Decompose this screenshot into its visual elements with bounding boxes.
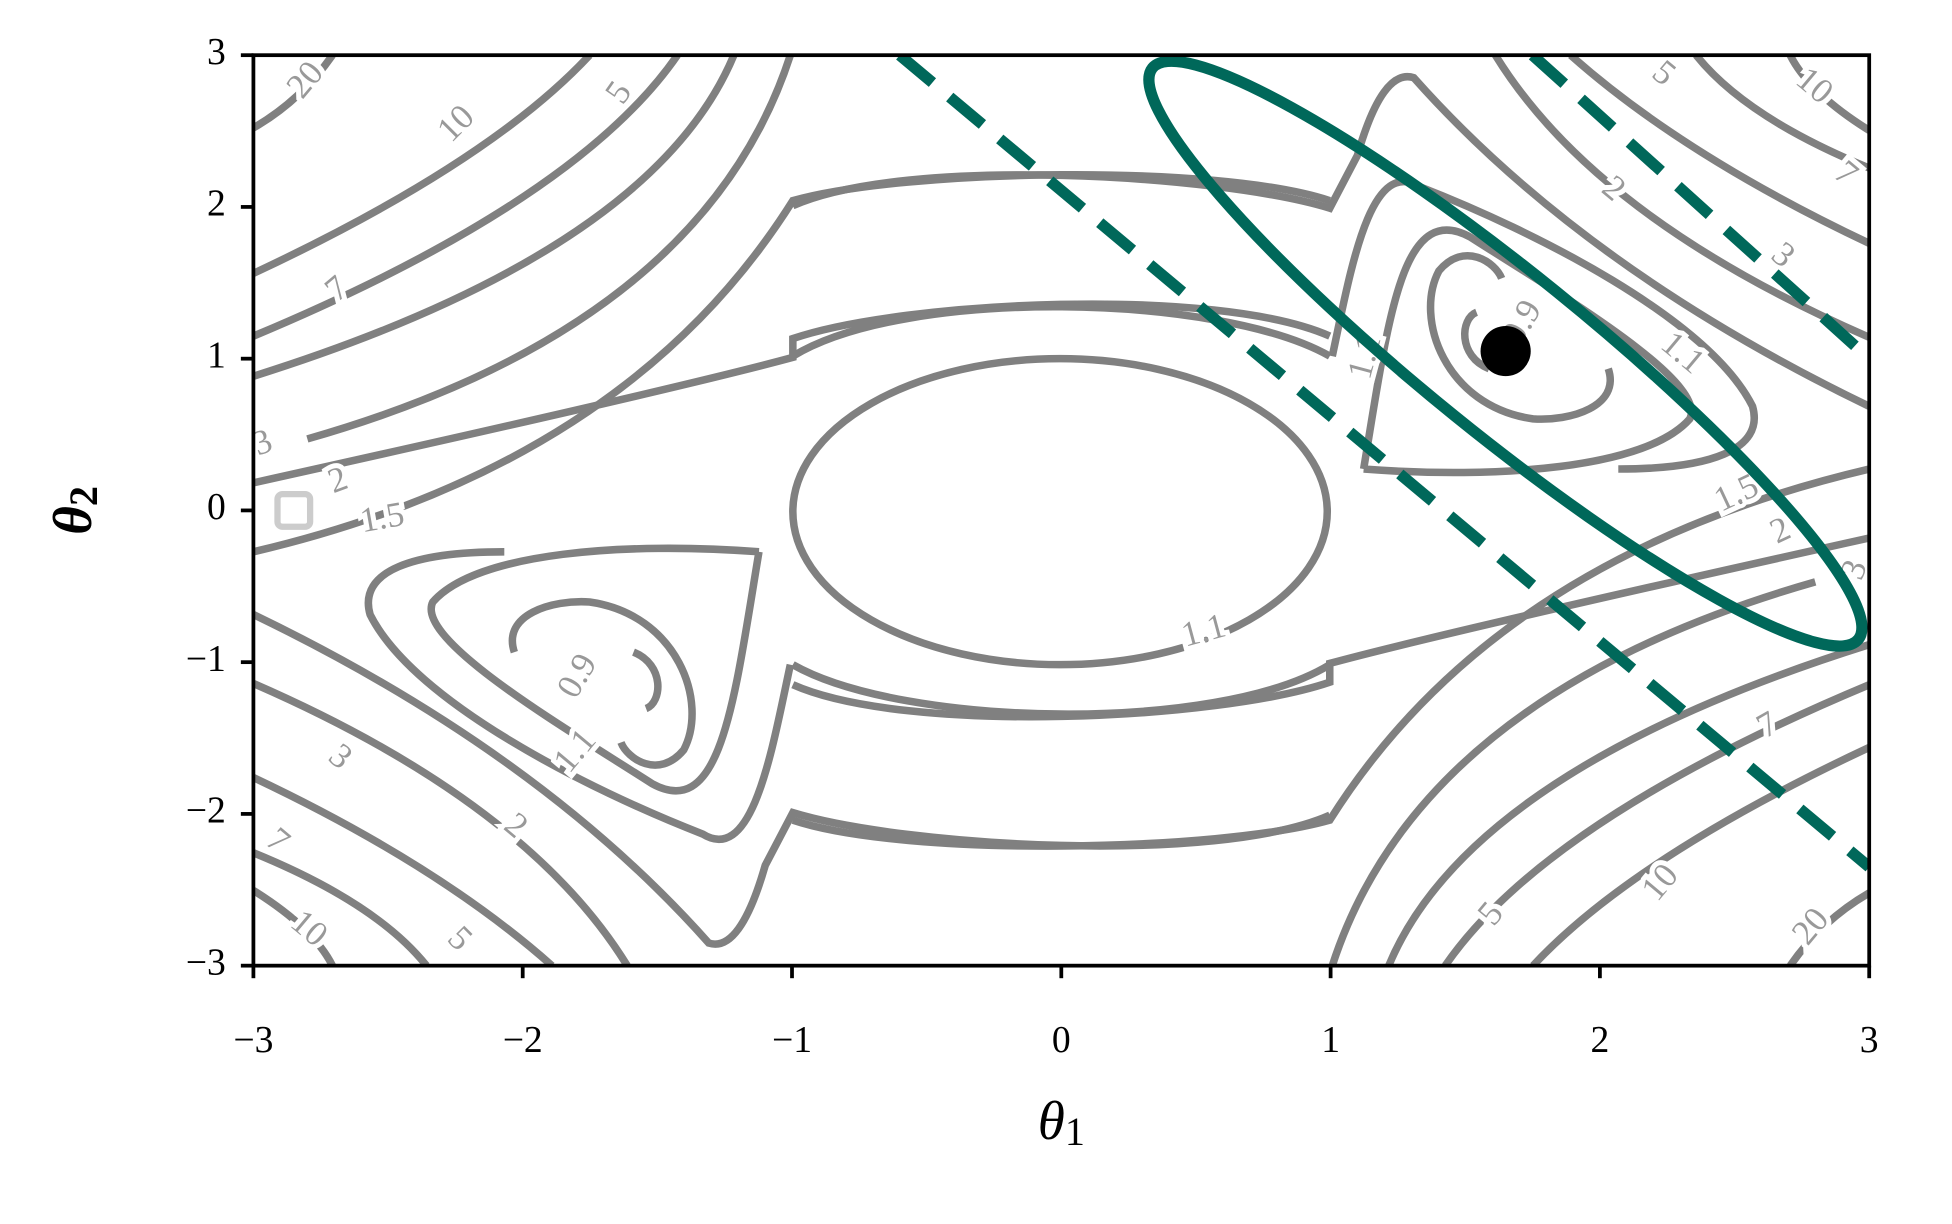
contour-line	[631, 648, 662, 713]
x-tick-label: −1	[772, 1019, 812, 1061]
contour-line	[253, 55, 681, 340]
contour-line	[253, 849, 430, 966]
y-axis-label: θ2	[41, 486, 106, 535]
contour-line	[364, 548, 795, 844]
contour-label: 1.1	[545, 721, 603, 780]
confidence-ellipse	[1143, 55, 1868, 652]
contour-line	[253, 300, 1332, 487]
y-tick-label: 3	[207, 31, 226, 73]
contour-label: 20	[1784, 900, 1836, 952]
y-tick-label: 2	[207, 183, 226, 225]
x-tick-label: 3	[1860, 1019, 1879, 1061]
y-tick-label: −2	[186, 790, 226, 832]
x-tick-label: 2	[1590, 1019, 1609, 1061]
contour-line	[306, 55, 794, 443]
contour-line	[253, 887, 336, 966]
y-label-symbol: θ	[41, 506, 102, 535]
contour-line	[253, 55, 336, 132]
contour-line	[427, 544, 763, 795]
contour-label: 10	[284, 902, 336, 954]
contour-line	[508, 597, 696, 769]
point-marker	[1480, 326, 1531, 377]
x-tick-label: −2	[503, 1019, 543, 1061]
contour-label: 0.9	[549, 647, 605, 705]
contour-label: 10	[429, 97, 481, 149]
contour-label: 1.1	[1177, 605, 1229, 654]
x-axis-label: θ1	[1038, 1090, 1085, 1155]
dashed-line	[1528, 55, 1870, 363]
contour-lines	[789, 354, 1332, 669]
x-tick-label: −3	[233, 1019, 273, 1061]
contour-line	[253, 774, 555, 966]
y-tick-label: 1	[207, 334, 226, 376]
dashed-line	[896, 55, 1870, 872]
contour-label: 5	[1645, 52, 1684, 93]
contour-label: 7	[1827, 152, 1866, 193]
x-label-subscript: 1	[1065, 1109, 1085, 1154]
contour-label: 10	[1633, 856, 1685, 908]
contour-label: 5	[597, 74, 639, 111]
y-tick-label: −3	[186, 941, 226, 983]
contour-line	[253, 55, 593, 277]
contour-line	[253, 611, 1332, 948]
overlay	[274, 55, 1870, 872]
x-label-symbol: θ	[1038, 1090, 1065, 1151]
y-tick-label: 0	[207, 486, 226, 528]
y-tick-label: −1	[186, 638, 226, 680]
x-tick-label: 1	[1321, 1019, 1340, 1061]
contour-label: 3	[322, 736, 361, 777]
x-tick-label: 0	[1052, 1019, 1071, 1061]
contour-label: 5	[440, 918, 480, 958]
contour-line	[253, 55, 738, 380]
contour-label: 1.5	[357, 494, 407, 540]
y-label-subscript: 2	[61, 486, 106, 506]
contour-line	[253, 171, 1331, 556]
contour-label: 3	[1764, 234, 1803, 275]
square-marker	[274, 490, 314, 530]
contour-label: 20	[278, 53, 330, 105]
contour-line	[253, 680, 631, 966]
